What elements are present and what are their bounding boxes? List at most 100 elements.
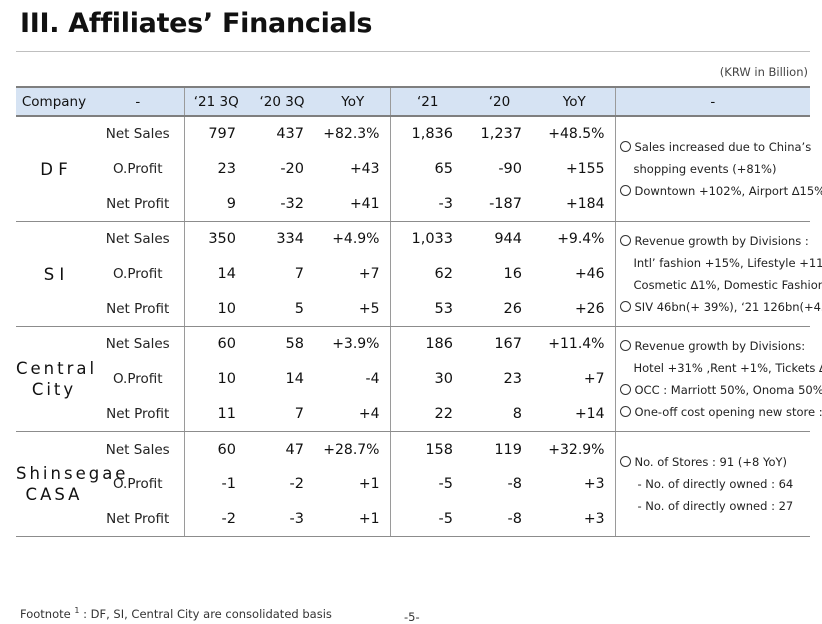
value-21: 158 <box>389 431 465 467</box>
value-yoy-annual: +46 <box>574 266 605 283</box>
note-text: No. of Stores : 91 (+8 YoY) <box>634 455 788 470</box>
header-20: ‘20 <box>465 86 534 117</box>
header-notes: - <box>614 86 810 117</box>
company-name-line1: Central <box>16 359 98 379</box>
value-yoy-quarter: +28.7% <box>323 441 380 458</box>
company-name-line1: S I <box>43 264 65 284</box>
financials-table: Company - ‘21 3Q ‘20 3Q YoY ‘21 ‘20 YoY … <box>16 86 822 538</box>
value-21: -5 <box>389 501 465 538</box>
value-21-3q: 11 <box>183 396 248 433</box>
value-21-3q: 350 <box>183 221 248 257</box>
note-line: Cosmetic ∆1%, Domestic Fashion ∆9% <box>620 274 822 296</box>
header-21-3q: ‘21 3Q <box>183 86 248 117</box>
value-20: 8 <box>465 396 534 433</box>
company-name-line2: CASA <box>25 485 83 505</box>
metric-net-sales: Net Sales <box>105 126 170 143</box>
footnote-sup: 1 <box>74 606 80 615</box>
value-20: -187 <box>465 186 534 223</box>
notes-cc: Revenue growth by Divisions: Hotel +31% ,… <box>614 326 822 433</box>
value-21: -3 <box>389 186 465 223</box>
table-row: D F Net Sales 797 437 +82.3% 1,836 1,237 +48.5%… <box>16 116 822 223</box>
value-20-3q: 437 <box>276 126 304 143</box>
bullet-circle-icon <box>619 384 631 396</box>
value-20: -8 <box>465 501 534 538</box>
note-line: OCC : Marriott 50%, Onoma 50% <box>619 379 822 401</box>
value-21: 22 <box>389 396 465 433</box>
value-20: 167 <box>494 336 522 353</box>
value-21: 53 <box>389 291 465 328</box>
company-name-line1: Shinsegae <box>16 464 129 484</box>
metric-net-profit: Net Profit <box>92 186 184 223</box>
value-yoy-annual: +7 <box>583 371 605 388</box>
metric-net-sales: Net Sales <box>105 231 170 248</box>
value-yoy-annual: +9.4% <box>557 231 605 248</box>
bullet-circle-icon <box>619 235 631 247</box>
note-line: Intl’ fashion +15%, Lifestyle +11% <box>620 252 822 274</box>
header-yoy-quarter: YoY <box>316 86 390 117</box>
value-20-3q: 5 <box>248 291 316 328</box>
value-yoy-quarter: +7 <box>358 266 380 283</box>
value-yoy-quarter: +4 <box>316 396 390 433</box>
value-yoy-quarter: +3.9% <box>332 336 380 353</box>
note-text: shopping events (+81%) <box>633 162 777 177</box>
value-yoy-annual: +3 <box>534 501 615 538</box>
value-yoy-annual: +48.5% <box>548 126 605 143</box>
value-21: 186 <box>389 326 465 362</box>
metric-o-profit: O.Profit <box>112 266 163 283</box>
bullet-circle-icon <box>619 301 631 313</box>
value-yoy-quarter: +4.9% <box>332 231 380 248</box>
note-text: Sales increased due to China’s <box>634 140 812 155</box>
table-row: Net Profit 9 -32 +41 -3 -187 +184 <box>16 186 810 223</box>
bullet-circle-icon <box>619 406 631 418</box>
company-name-casa: Shinsegae CASA <box>16 431 129 538</box>
note-text: - No. of directly owned : 27 <box>637 499 794 514</box>
note-line: - No. of directly owned : 64 <box>620 473 811 495</box>
value-21: 30 <box>389 361 465 397</box>
footnote-text: : DF, SI, Central City are consolidated … <box>79 606 332 621</box>
metric-net-sales: Net Sales <box>105 441 170 458</box>
value-20: 1,237 <box>480 126 522 143</box>
company-name-cc: Central City <box>16 326 98 433</box>
note-text: Hotel +31% ,Rent +1%, Tickets ∆2% <box>633 361 822 376</box>
note-line: shopping events (+81%) <box>620 158 811 180</box>
table-row: Net Profit 11 7 +4 22 8 +14 <box>16 396 810 433</box>
value-20-3q: 7 <box>248 396 316 433</box>
value-yoy-quarter: +82.3% <box>323 126 380 143</box>
value-21-3q: 9 <box>183 186 248 223</box>
table-row: Net Profit 10 5 +5 53 26 +26 <box>16 291 810 328</box>
table-row: Central City Net Sales 60 58 +3.9% 186 167 +11.4… <box>16 326 822 433</box>
value-yoy-annual: +32.9% <box>548 441 605 458</box>
bullet-circle-icon <box>619 456 631 468</box>
company-name-si: S I <box>16 221 92 328</box>
company-name-line2: City <box>31 380 77 400</box>
unit-label: (KRW in Billion) <box>719 65 808 79</box>
value-20-3q: 7 <box>294 266 304 283</box>
value-20: 26 <box>465 291 534 328</box>
value-21-3q: 10 <box>183 361 248 397</box>
metric-net-profit: Net Profit <box>92 501 184 538</box>
metric-net-profit: Net Profit <box>92 291 184 328</box>
value-yoy-quarter: +43 <box>349 161 380 178</box>
note-text: Intl’ fashion +15%, Lifestyle +11% <box>633 256 822 271</box>
company-name-df: D F <box>16 116 92 223</box>
value-yoy-quarter: +5 <box>316 291 390 328</box>
value-20-3q: 334 <box>276 231 304 248</box>
note-line: Downtown +102%, Airport ∆15% <box>619 180 822 202</box>
metric-o-profit: O.Profit <box>112 161 163 178</box>
page-number: -5- <box>404 610 420 624</box>
note-line: SIV 46bn(+ 39%), ‘21 126bn(+45%) <box>619 296 822 318</box>
title-divider <box>16 51 810 52</box>
value-21: -5 <box>389 466 465 502</box>
note-line: One-off cost opening new store : 3bn <box>619 401 822 423</box>
value-21: 1,033 <box>389 221 465 257</box>
value-yoy-annual: +3 <box>583 476 605 493</box>
header-21: ‘21 <box>389 86 465 117</box>
table-row: O.Profit 10 14 -4 30 23 +7 <box>16 361 810 397</box>
header-yoy-annual: YoY <box>534 86 615 117</box>
bullet-circle-icon <box>619 141 631 153</box>
value-20-3q: 58 <box>285 336 304 353</box>
note-text: SIV 46bn(+ 39%), ‘21 126bn(+45%) <box>634 300 822 315</box>
value-20: 944 <box>494 231 522 248</box>
note-text: OCC : Marriott 50%, Onoma 50% <box>634 383 822 398</box>
metric-net-sales: Net Sales <box>105 336 170 353</box>
